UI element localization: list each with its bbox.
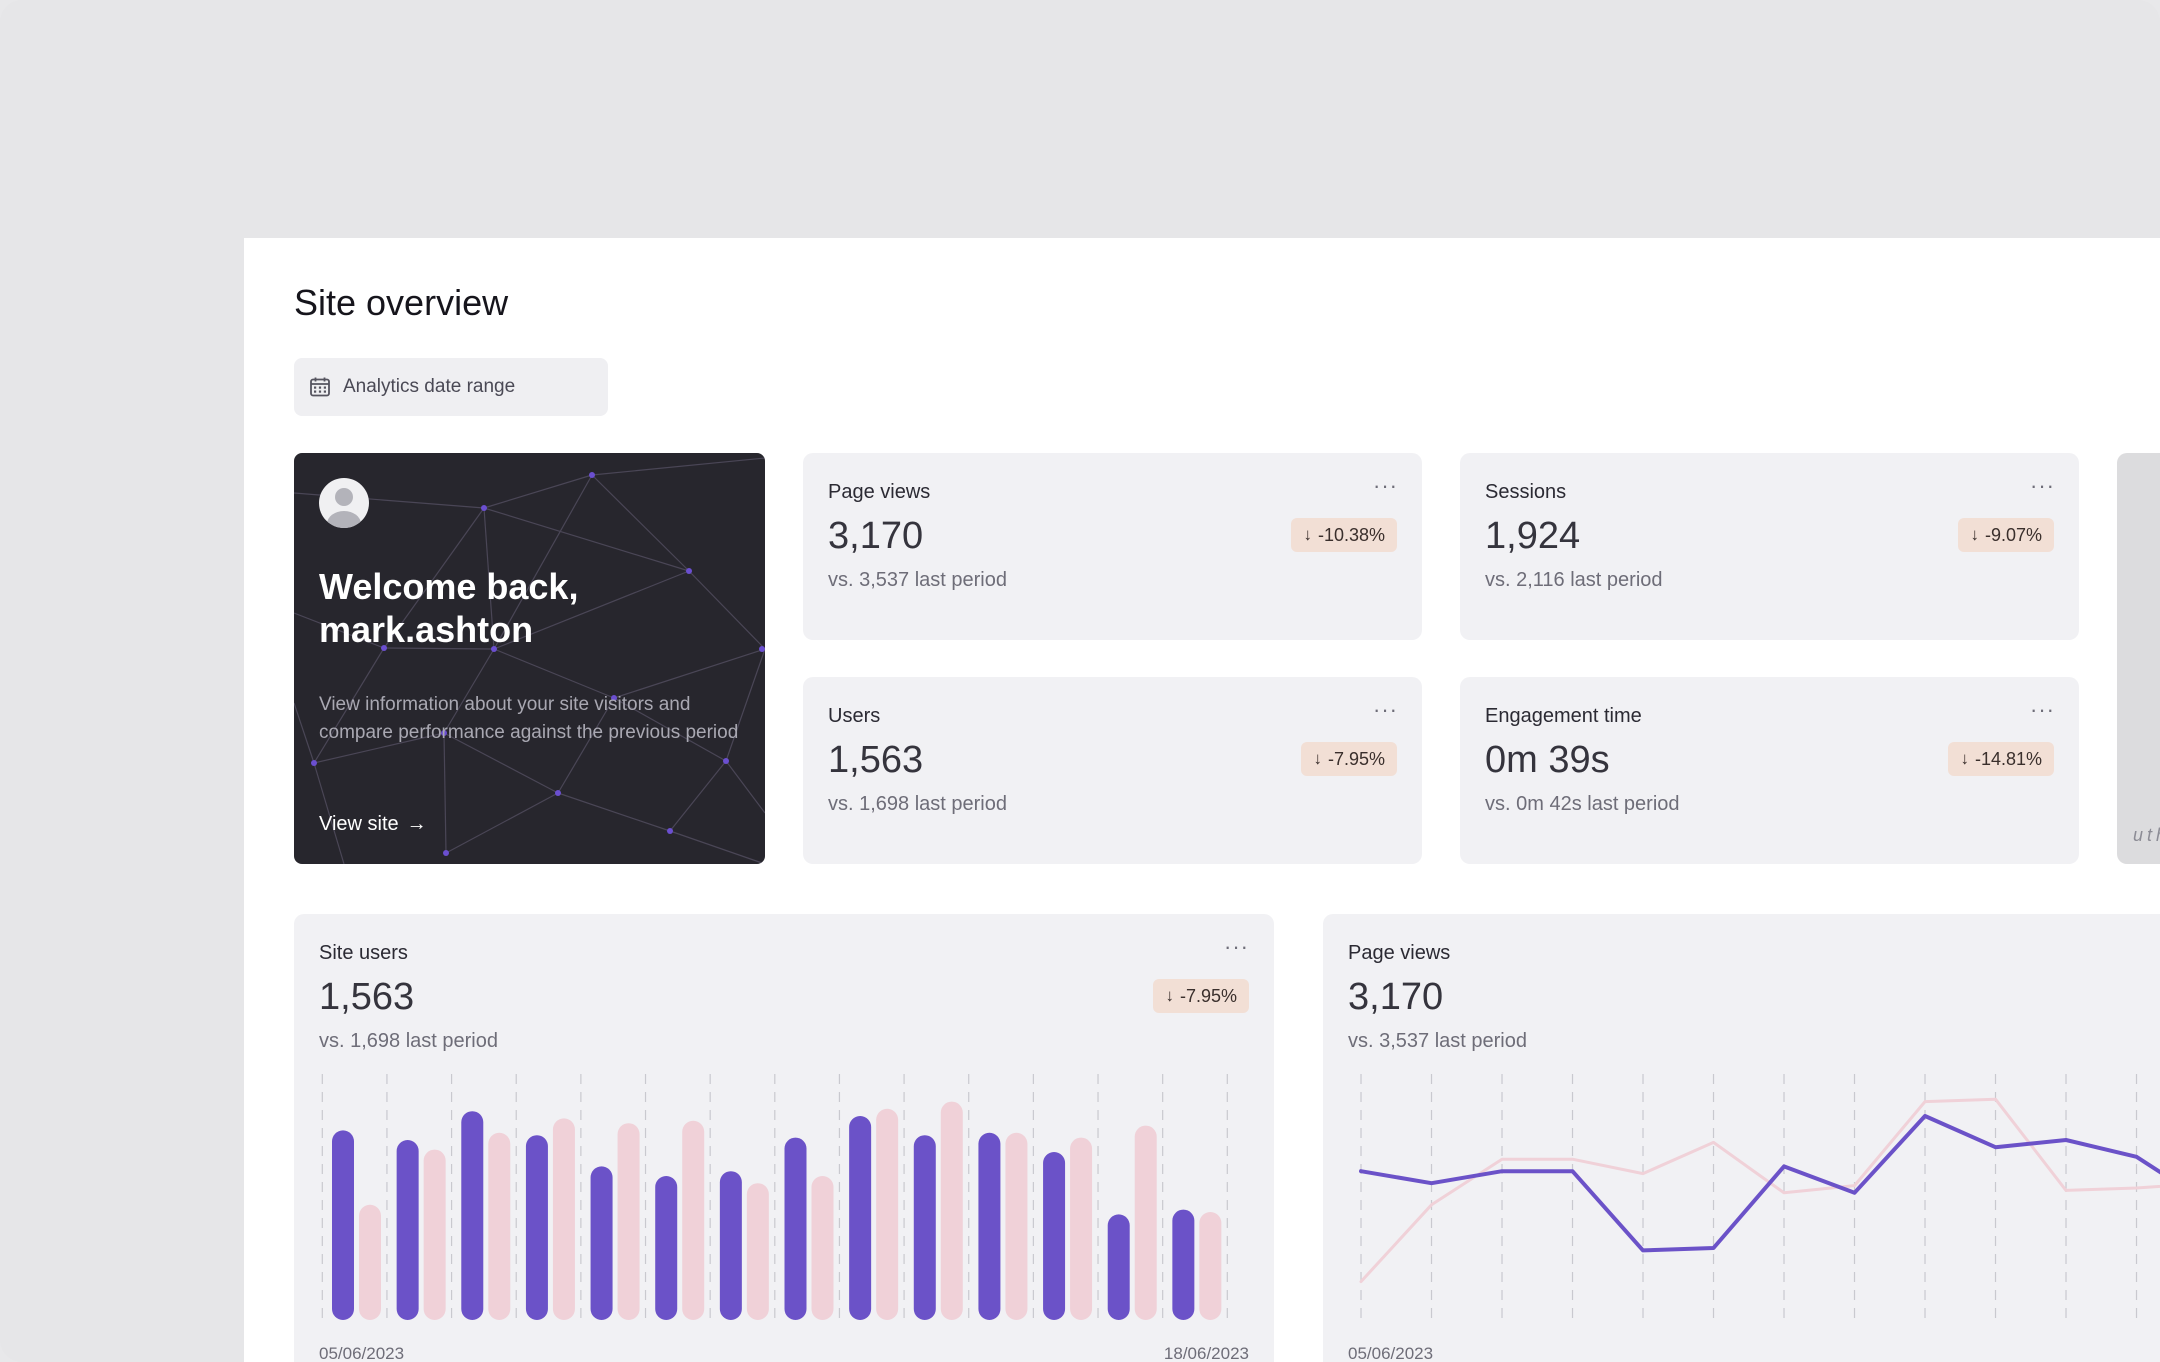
welcome-card: Welcome back, mark.ashton View informati… <box>294 453 765 864</box>
x-axis-end-label: 18/06/2023 <box>1163 1344 1249 1362</box>
welcome-title: Welcome back, mark.ashton <box>319 565 739 651</box>
arrow-down-icon: ↓ <box>1970 525 1979 544</box>
offscreen-card-text: uth <box>2133 825 2160 845</box>
view-site-label: View site <box>319 813 399 835</box>
stat-card-page-views: Page views ··· 3,170 ↓ -10.38% vs. 3,537 … <box>803 453 1422 640</box>
date-range-label: Analytics date range <box>343 376 516 397</box>
bar-series2 <box>682 1120 705 1320</box>
bar-series2 <box>1070 1137 1093 1320</box>
chart-card-site-users: Site users ··· 1,563 ↓ -7.95% vs. 1,698 l… <box>294 914 1274 1362</box>
arrow-down-icon: ↓ <box>1303 525 1312 544</box>
chart-value: 3,170 <box>1348 976 1444 1018</box>
arrow-down-icon: ↓ <box>1165 986 1174 1005</box>
chart-title: Site users <box>319 942 408 964</box>
more-options-icon[interactable]: ··· <box>1224 934 1249 959</box>
welcome-username: mark.ashton <box>319 609 534 650</box>
bar-series1 <box>525 1135 548 1320</box>
stat-compare: vs. 3,537 last period <box>828 569 1007 591</box>
chart-card-page-views: Page views 3,170 vs. 3,537 last period 0… <box>1323 914 2160 1362</box>
bar-series2 <box>811 1176 834 1320</box>
chart-title: Page views <box>1348 942 1451 964</box>
more-options-icon[interactable]: ··· <box>1373 473 1398 498</box>
stat-compare: vs. 2,116 last period <box>1485 569 1663 591</box>
change-badge: ↓ -7.95% <box>1301 742 1397 776</box>
welcome-description: View information about your site visitor… <box>319 694 739 743</box>
bar-series1 <box>332 1130 354 1320</box>
site-users-bar-chart <box>321 1074 1228 1320</box>
bar-series1 <box>913 1135 936 1320</box>
bar-series2 <box>1134 1125 1157 1320</box>
bar-series2 <box>876 1108 899 1320</box>
change-value: -7.95% <box>1327 748 1385 769</box>
change-badge: ↓ -7.95% <box>1153 979 1249 1013</box>
bar-series2 <box>552 1118 575 1320</box>
stat-compare: vs. 0m 42s last period <box>1485 793 1680 815</box>
bar-series1 <box>1172 1209 1195 1320</box>
stat-label: Users <box>828 705 881 727</box>
x-axis-start-label: 05/06/2023 <box>1348 1344 1434 1362</box>
view-site-link[interactable]: View site → <box>319 813 427 836</box>
line-series1 <box>1359 1114 2160 1253</box>
bar-series1 <box>1043 1152 1066 1320</box>
arrow-down-icon: ↓ <box>1313 749 1322 768</box>
arrow-right-icon: → <box>406 813 427 835</box>
network-background <box>294 457 765 864</box>
change-badge: ↓ -14.81% <box>1948 742 2054 776</box>
calendar-icon <box>310 377 330 397</box>
chart-compare: vs. 3,537 last period <box>1348 1030 1527 1052</box>
line-series2 <box>1359 1097 2160 1284</box>
bar-series2 <box>617 1123 640 1320</box>
bar-series1 <box>590 1166 613 1320</box>
page-title: Site overview <box>294 282 509 323</box>
bar-series1 <box>978 1132 1001 1320</box>
more-options-icon[interactable]: ··· <box>2030 473 2055 498</box>
bar-series1 <box>849 1116 872 1320</box>
change-value: -10.38% <box>1317 524 1385 545</box>
stat-value: 0m 39s <box>1485 739 1610 781</box>
stat-value: 1,563 <box>828 739 924 781</box>
chart-compare: vs. 1,698 last period <box>319 1030 498 1052</box>
arrow-down-icon: ↓ <box>1960 749 1969 768</box>
bar-series1 <box>719 1171 742 1320</box>
bar-series1 <box>461 1111 484 1320</box>
bar-series2 <box>488 1132 511 1320</box>
more-options-icon[interactable]: ··· <box>1373 697 1398 722</box>
change-badge: ↓ -10.38% <box>1291 518 1397 552</box>
page-views-line-chart <box>1359 1074 2160 1320</box>
more-options-icon[interactable]: ··· <box>2030 697 2055 722</box>
bar-series2 <box>423 1149 446 1320</box>
stat-label: Engagement time <box>1485 705 1642 727</box>
stat-label: Sessions <box>1485 481 1567 503</box>
bar-series1 <box>396 1140 419 1320</box>
bar-series2 <box>1005 1132 1028 1320</box>
user-icon <box>327 488 361 528</box>
stat-label: Page views <box>828 481 931 503</box>
chart-value: 1,563 <box>319 976 415 1018</box>
change-value: -7.95% <box>1179 985 1237 1006</box>
stat-value: 1,924 <box>1485 515 1581 557</box>
bar-series2 <box>746 1183 769 1320</box>
bar-series2 <box>940 1101 963 1320</box>
bar-series1 <box>655 1176 678 1320</box>
stat-compare: vs. 1,698 last period <box>828 793 1007 815</box>
x-axis-start-label: 05/06/2023 <box>319 1344 405 1362</box>
change-value: -9.07% <box>1984 524 2042 545</box>
date-range-picker[interactable]: Analytics date range <box>294 358 608 416</box>
bar-series2 <box>1199 1212 1222 1320</box>
bar-series1 <box>1107 1214 1130 1320</box>
avatar <box>319 478 369 528</box>
offscreen-card: uth <box>2117 453 2160 864</box>
stat-card-engagement-time: Engagement time ··· 0m 39s ↓ -14.81% vs. … <box>1460 677 2079 864</box>
stat-card-users: Users ··· 1,563 ↓ -7.95% vs. 1,698 last p… <box>803 677 1422 864</box>
change-value: -14.81% <box>1974 748 2042 769</box>
bar-series2 <box>359 1204 381 1320</box>
welcome-title-line1: Welcome back, <box>319 566 579 607</box>
change-badge: ↓ -9.07% <box>1958 518 2054 552</box>
main-panel: Site overview Analytics date range <box>244 238 2160 1362</box>
stat-value: 3,170 <box>828 515 924 557</box>
stat-card-sessions: Sessions ··· 1,924 ↓ -9.07% vs. 2,116 las… <box>1460 453 2079 640</box>
bar-series1 <box>784 1137 807 1320</box>
